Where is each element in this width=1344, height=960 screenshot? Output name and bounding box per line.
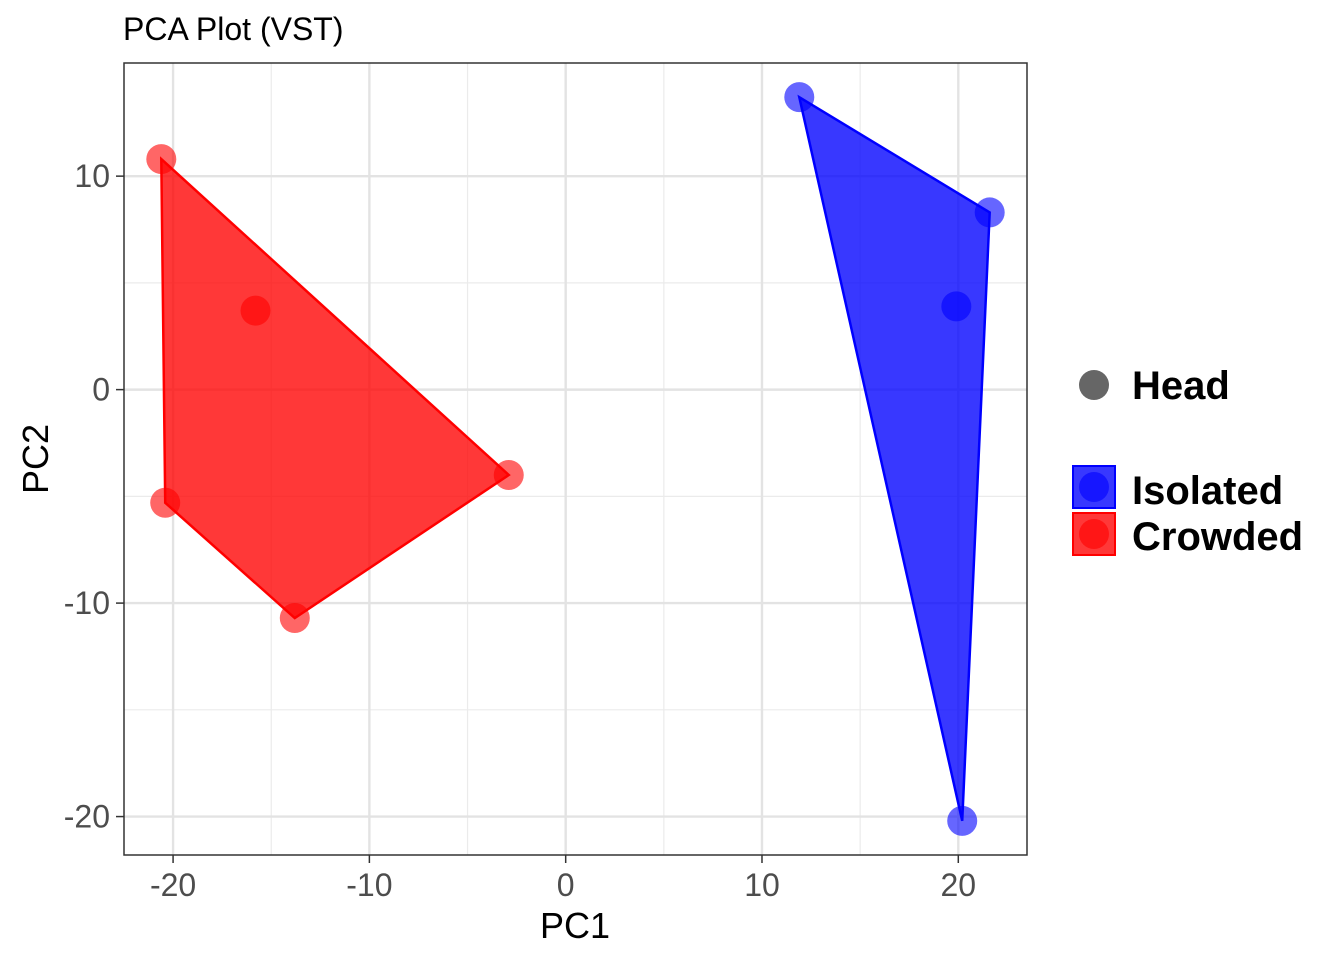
point-crowded-1 xyxy=(146,144,177,175)
y-axis-title: PC2 xyxy=(15,424,56,494)
point-isolated-3 xyxy=(941,291,972,322)
legend-head-symbol xyxy=(1079,370,1109,400)
x-axis-title: PC1 xyxy=(540,905,610,946)
legend: Head Isolated Crowded xyxy=(1072,364,1303,559)
y-tick-label: 10 xyxy=(74,158,110,194)
point-isolated-1 xyxy=(784,82,815,113)
chart-title: PCA Plot (VST) xyxy=(123,11,344,47)
point-crowded-3 xyxy=(150,487,181,518)
hull-isolated xyxy=(797,94,991,822)
plot-panel-border xyxy=(123,62,1028,856)
x-tick-label: -10 xyxy=(346,867,392,903)
points xyxy=(146,82,1005,836)
y-axis: -20 -10 0 10 xyxy=(64,158,124,835)
hulls xyxy=(160,94,991,822)
x-tick-label: 10 xyxy=(744,867,780,903)
point-crowded-2 xyxy=(240,295,271,326)
legend-dot-crowded xyxy=(1079,519,1109,549)
point-crowded-4 xyxy=(279,603,310,634)
legend-label-crowded: Crowded xyxy=(1132,515,1303,559)
x-tick-label: 0 xyxy=(557,867,575,903)
x-tick-label: 20 xyxy=(940,867,976,903)
point-crowded-5 xyxy=(493,460,524,491)
legend-dot-isolated xyxy=(1079,472,1109,502)
x-axis: -20 -10 0 10 20 xyxy=(150,855,976,903)
y-tick-label: -10 xyxy=(64,585,110,621)
legend-head-label: Head xyxy=(1132,364,1230,408)
y-tick-label: -20 xyxy=(64,799,110,835)
point-isolated-4 xyxy=(947,805,978,836)
x-tick-label: -20 xyxy=(150,867,196,903)
point-isolated-2 xyxy=(974,197,1005,228)
y-tick-label: 0 xyxy=(92,372,110,408)
legend-label-isolated: Isolated xyxy=(1132,469,1283,513)
